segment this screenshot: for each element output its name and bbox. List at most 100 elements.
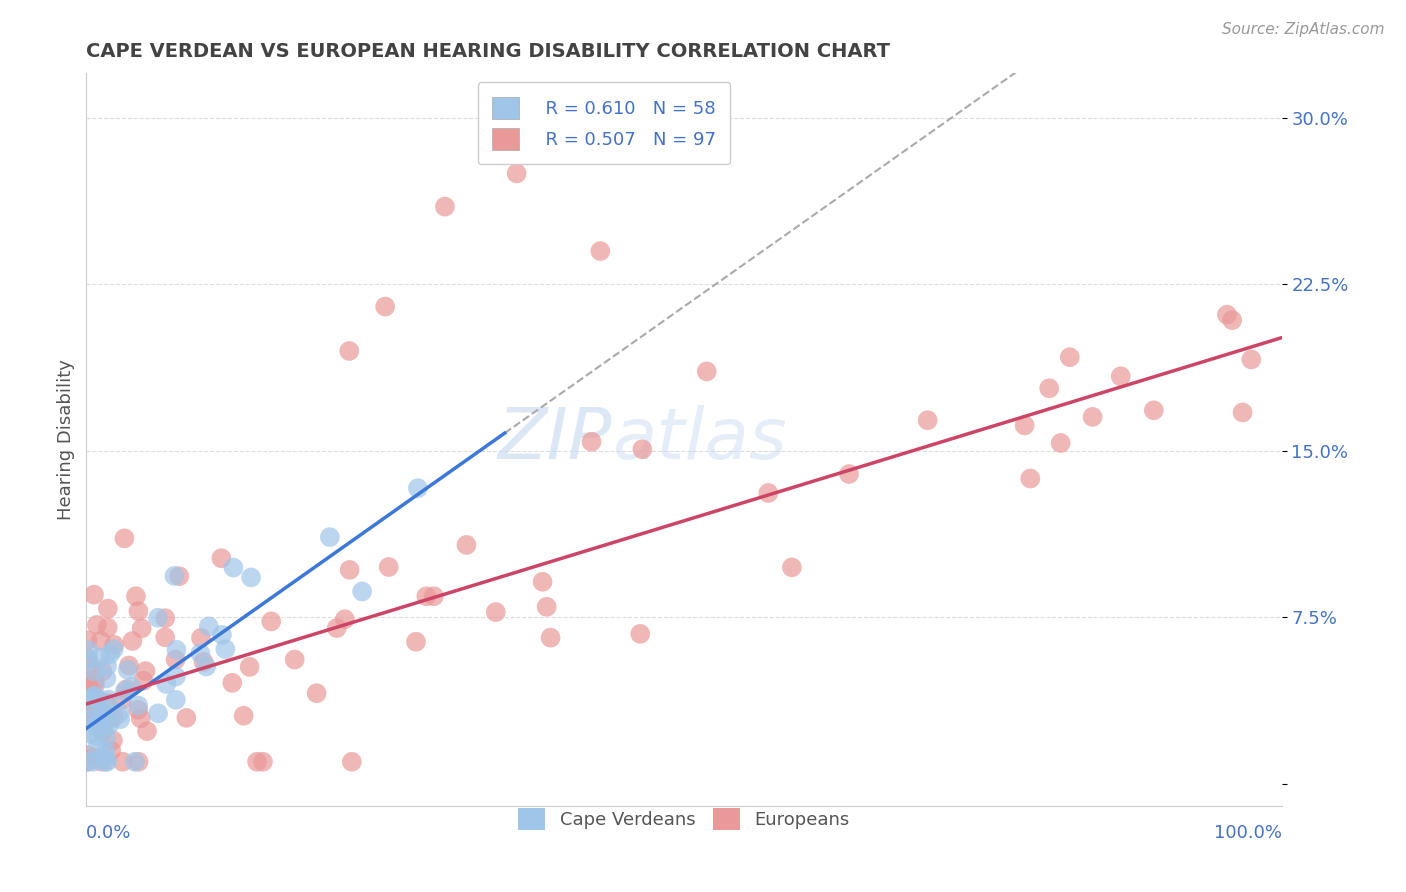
Point [77, 643, 100, 657]
Point [1059, 350, 1081, 364]
Point [84, 718, 107, 732]
Point [97, 601, 120, 615]
Point [86, 691, 108, 706]
Point [114, 684, 136, 698]
Point [77, 651, 100, 665]
Point [82, 690, 104, 705]
Point [1038, 381, 1060, 395]
Point [589, 244, 612, 258]
Point [193, 655, 215, 669]
Point [83, 679, 105, 693]
Point [209, 551, 232, 566]
Legend: Cape Verdeans, Europeans: Cape Verdeans, Europeans [510, 801, 858, 838]
Point [1019, 471, 1042, 485]
Point [339, 563, 361, 577]
Point [100, 744, 122, 758]
Point [239, 660, 262, 674]
Point [84, 713, 107, 727]
Point [252, 755, 274, 769]
Point [1014, 418, 1036, 433]
Point [89, 720, 111, 734]
Point [1049, 436, 1071, 450]
Point [77, 699, 100, 714]
Point [406, 481, 429, 495]
Point [82, 755, 104, 769]
Point [165, 669, 187, 683]
Point [79, 678, 101, 692]
Point [195, 659, 218, 673]
Point [581, 434, 603, 449]
Point [117, 663, 139, 677]
Point [83, 665, 105, 679]
Text: Source: ZipAtlas.com: Source: ZipAtlas.com [1222, 22, 1385, 37]
Point [374, 300, 396, 314]
Point [155, 677, 177, 691]
Point [94, 696, 117, 710]
Point [352, 584, 374, 599]
Point [76, 755, 98, 769]
Point [90, 633, 112, 648]
Point [838, 467, 860, 481]
Point [93, 721, 115, 735]
Point [97, 692, 120, 706]
Point [101, 733, 124, 747]
Point [94, 745, 117, 759]
Point [121, 634, 143, 648]
Text: ZIP: ZIP [498, 405, 612, 475]
Y-axis label: Hearing Disability: Hearing Disability [58, 359, 75, 520]
Point [82, 690, 104, 704]
Point [90, 755, 112, 769]
Point [628, 627, 651, 641]
Point [93, 750, 115, 764]
Point [79, 727, 101, 741]
Point [188, 646, 211, 660]
Point [221, 676, 243, 690]
Point [1216, 308, 1239, 322]
Point [98, 647, 121, 661]
Point [94, 755, 117, 769]
Point [423, 589, 446, 603]
Point [153, 630, 176, 644]
Point [780, 560, 803, 574]
Text: 0.0%: 0.0% [86, 824, 132, 842]
Point [77, 652, 100, 666]
Point [214, 642, 236, 657]
Point [232, 708, 254, 723]
Point [83, 712, 105, 726]
Point [246, 755, 269, 769]
Point [103, 642, 125, 657]
Point [125, 589, 148, 603]
Point [319, 530, 342, 544]
Point [111, 755, 134, 769]
Point [340, 755, 363, 769]
Point [1081, 409, 1104, 424]
Point [163, 569, 186, 583]
Point [91, 723, 114, 738]
Point [77, 673, 100, 687]
Point [86, 740, 108, 755]
Point [103, 710, 125, 724]
Point [536, 599, 558, 614]
Point [165, 693, 187, 707]
Point [405, 634, 427, 648]
Point [127, 703, 149, 717]
Point [127, 604, 149, 618]
Point [240, 570, 263, 584]
Point [531, 574, 554, 589]
Point [167, 569, 190, 583]
Point [485, 605, 508, 619]
Point [415, 590, 437, 604]
Point [77, 708, 100, 723]
Point [96, 731, 118, 745]
Point [76, 755, 98, 769]
Point [136, 724, 159, 739]
Point [696, 364, 718, 378]
Point [1240, 352, 1263, 367]
Point [377, 560, 399, 574]
Point [91, 665, 114, 679]
Point [84, 673, 107, 688]
Point [540, 631, 562, 645]
Point [91, 725, 114, 739]
Point [89, 695, 111, 709]
Point [146, 611, 169, 625]
